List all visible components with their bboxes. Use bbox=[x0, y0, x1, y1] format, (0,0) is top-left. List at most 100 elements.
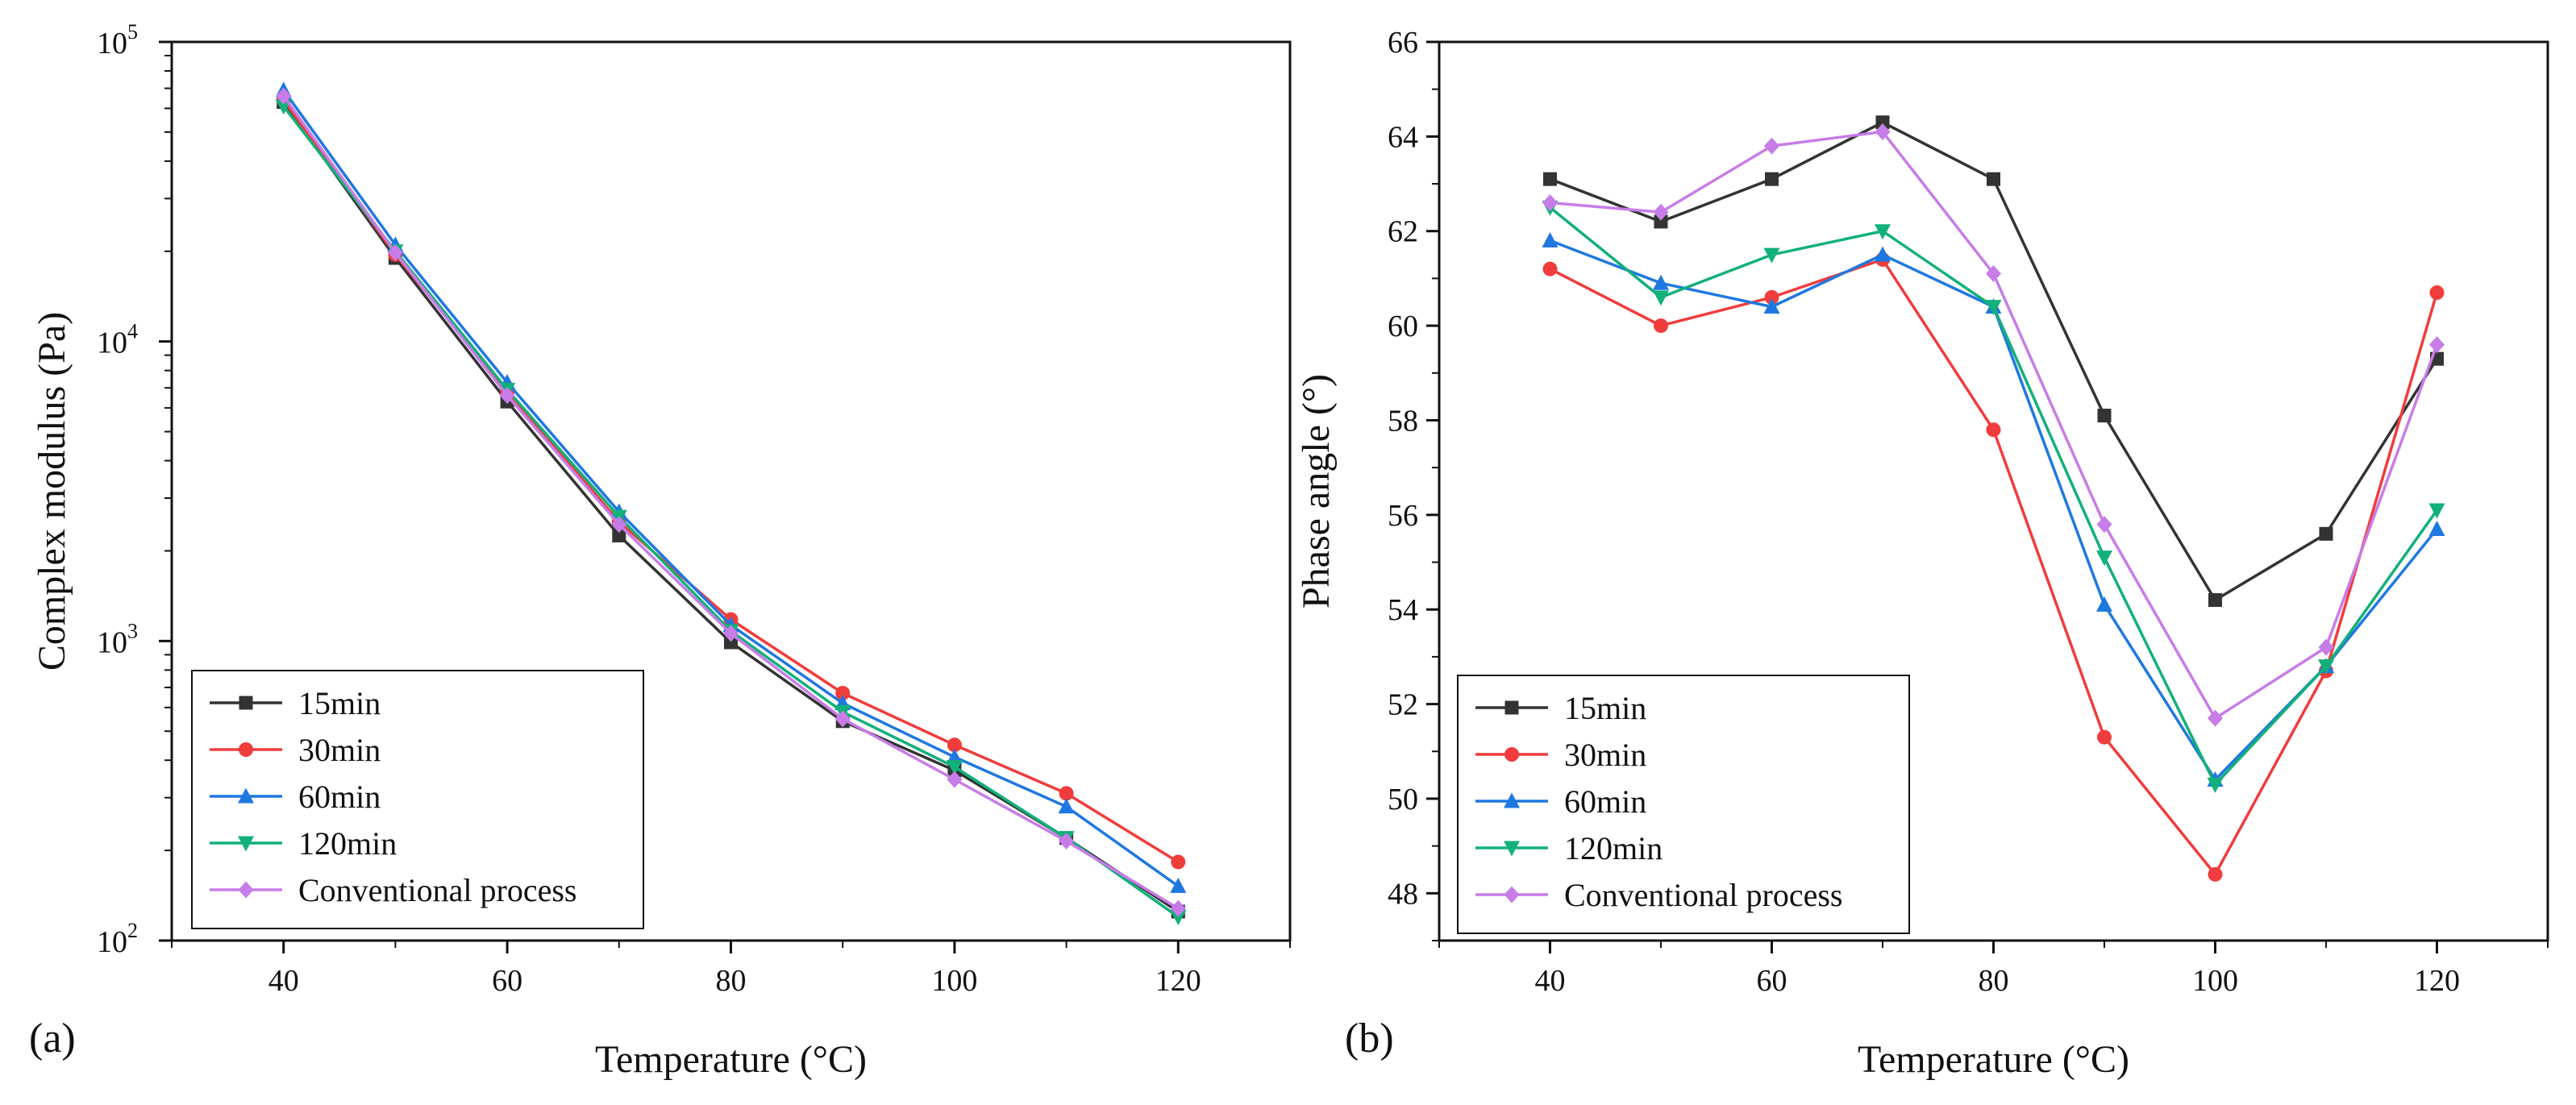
data-point bbox=[1059, 786, 1074, 801]
data-point bbox=[2429, 285, 2445, 301]
legend-label: 120min bbox=[1564, 830, 1663, 866]
legend-marker bbox=[238, 836, 254, 852]
data-point bbox=[2097, 409, 2112, 423]
y-tick-label: 66 bbox=[1388, 26, 1418, 60]
legend-label: 60min bbox=[298, 779, 381, 815]
data-point bbox=[2428, 520, 2445, 536]
y-tick-label: 104 bbox=[97, 320, 138, 360]
data-point bbox=[1171, 854, 1186, 870]
y-tick-label: 56 bbox=[1388, 499, 1418, 533]
legend-label: 15min bbox=[1564, 690, 1646, 726]
data-point bbox=[1058, 798, 1075, 814]
legend-marker bbox=[1504, 886, 1520, 904]
legend-marker bbox=[1504, 747, 1519, 762]
series-line bbox=[1549, 121, 2438, 602]
y-tick-label: 54 bbox=[1388, 593, 1418, 627]
y-tick-label: 64 bbox=[1388, 120, 1418, 154]
chart-panel-b: 40 60 80 100 120 48 50 52 54 56 58 60 62 64 66 Temperat… bbox=[1295, 26, 2549, 1081]
data-point bbox=[1653, 274, 1669, 290]
legend-label: Conventional process bbox=[298, 872, 577, 908]
data-point bbox=[276, 87, 292, 105]
series-4 bbox=[1542, 123, 2445, 727]
x-tick-label: 120 bbox=[2414, 964, 2460, 998]
data-point bbox=[1653, 203, 1669, 221]
x-tick-label: 40 bbox=[268, 964, 299, 998]
y-tick-label: 105 bbox=[97, 20, 138, 60]
y-axis-title: Complex modulus (Pa) bbox=[31, 312, 73, 671]
legend: 15min 30min 60min 120min Conventional proces… bbox=[1457, 675, 1910, 934]
data-point bbox=[1765, 172, 1779, 186]
y-tick-label: 52 bbox=[1388, 688, 1418, 722]
data-point bbox=[2208, 592, 2222, 607]
data-point bbox=[1542, 231, 1559, 247]
y-tick-label: 60 bbox=[1388, 309, 1418, 343]
y-tick-base: 10 bbox=[97, 326, 127, 360]
x-tick-label: 100 bbox=[2192, 964, 2238, 998]
x-axis-title: Temperature (°C) bbox=[595, 1038, 867, 1081]
y-tick-exponent: 4 bbox=[127, 320, 138, 343]
data-point bbox=[2097, 729, 2112, 745]
data-point bbox=[2207, 777, 2224, 793]
data-point bbox=[723, 625, 739, 642]
series-4 bbox=[276, 87, 1186, 917]
data-point bbox=[1875, 224, 1891, 240]
data-point bbox=[1170, 910, 1187, 926]
data-point bbox=[1654, 214, 1668, 229]
data-point bbox=[1764, 137, 1779, 155]
y-tick-label: 58 bbox=[1388, 404, 1418, 438]
data-point bbox=[834, 710, 851, 728]
data-point bbox=[946, 748, 963, 764]
x-tick-label: 120 bbox=[1155, 964, 1201, 998]
data-point bbox=[1170, 877, 1187, 893]
legend-label: 15min bbox=[298, 685, 381, 721]
legend-marker bbox=[1504, 841, 1520, 857]
legend-box bbox=[191, 670, 644, 929]
y-tick-exponent: 2 bbox=[127, 919, 138, 942]
data-point bbox=[835, 685, 851, 700]
y-tick-exponent: 3 bbox=[127, 619, 138, 642]
data-point bbox=[2428, 503, 2445, 519]
data-point bbox=[947, 737, 962, 753]
x-axis-title: Temperature (°C) bbox=[1858, 1038, 2129, 1081]
data-point bbox=[724, 635, 738, 650]
y-tick-label: 62 bbox=[1388, 215, 1418, 249]
data-point bbox=[611, 516, 627, 534]
data-point bbox=[1764, 289, 1779, 305]
y-tick-base: 10 bbox=[97, 625, 127, 659]
data-point bbox=[1875, 115, 1890, 130]
data-point bbox=[612, 528, 626, 542]
data-point bbox=[1985, 300, 2002, 316]
data-point bbox=[2096, 516, 2112, 534]
series-0 bbox=[1543, 115, 2444, 607]
legend: 15min 30min 60min 120min Conventional proces… bbox=[191, 670, 644, 929]
x-tick-label: 40 bbox=[1535, 964, 1566, 998]
y-tick-label: 102 bbox=[97, 919, 138, 959]
x-tick-label: 60 bbox=[492, 964, 522, 998]
data-point bbox=[1763, 247, 1780, 264]
legend-marker bbox=[239, 742, 253, 757]
legend-box bbox=[1457, 675, 1910, 934]
data-point bbox=[1543, 172, 1557, 186]
legend-marker bbox=[239, 696, 253, 710]
y-tick-base: 10 bbox=[97, 27, 127, 60]
y-axis-title: Phase angle (°) bbox=[1295, 374, 1338, 609]
data-point bbox=[2318, 638, 2334, 656]
data-point bbox=[1059, 832, 1075, 850]
legend-label: 60min bbox=[1564, 783, 1646, 820]
y-tick-label: 50 bbox=[1388, 783, 1418, 816]
data-point bbox=[2208, 709, 2223, 727]
x-tick-label: 100 bbox=[931, 964, 977, 998]
data-point bbox=[2208, 866, 2223, 882]
data-point bbox=[1986, 422, 2001, 438]
data-point bbox=[499, 387, 515, 405]
data-point bbox=[1654, 318, 1668, 334]
legend-label: 30min bbox=[298, 732, 381, 768]
data-point bbox=[1763, 298, 1780, 314]
data-point bbox=[1653, 290, 1669, 306]
x-tick-label: 80 bbox=[1979, 964, 2009, 998]
legend-marker bbox=[1504, 792, 1520, 808]
data-point bbox=[2096, 596, 2112, 612]
data-point bbox=[2429, 336, 2445, 354]
